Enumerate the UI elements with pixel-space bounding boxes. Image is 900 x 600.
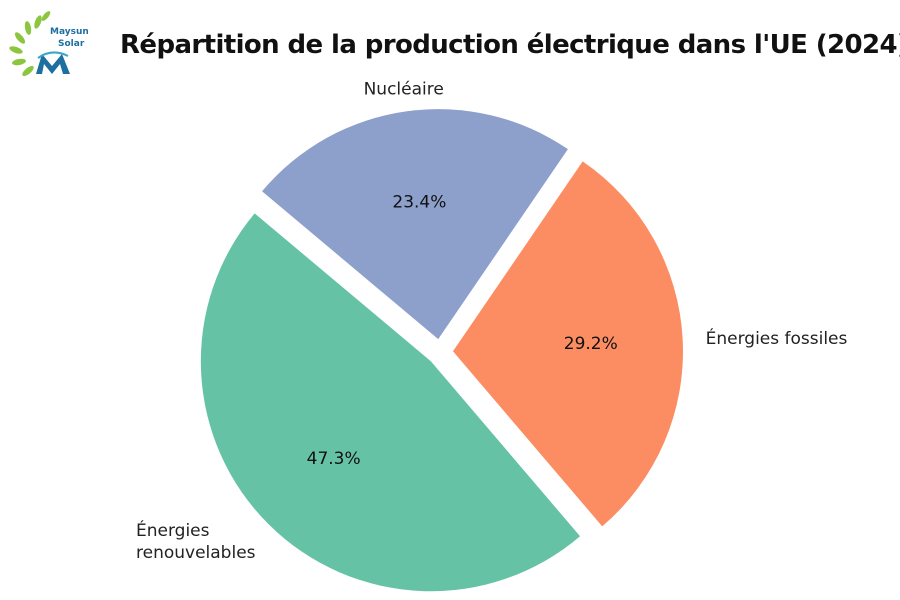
maysun-solar-logo: Maysun Solar <box>9 11 88 77</box>
logo-leaves-icon <box>9 11 51 77</box>
slice-fossil <box>452 161 683 527</box>
slice-nuclear-category-label: Nucléaire <box>364 79 444 99</box>
logo-text-line-2: Solar <box>58 39 85 49</box>
slice-fossil-category-label: Énergies fossiles <box>706 327 848 349</box>
slice-renewables-percent-label: 47.3% <box>307 449 361 469</box>
pie-labels: 47.3% Énergies renouvelables 29.2% Énergies … <box>136 79 848 562</box>
logo-m-icon <box>36 51 70 74</box>
pie-slices <box>200 109 683 592</box>
chart-title: Répartition de la production électrique … <box>120 30 900 60</box>
slice-fossil-percent-label: 29.2% <box>564 334 618 354</box>
slice-renewables <box>200 213 581 592</box>
slice-nuclear <box>262 109 568 340</box>
slice-nuclear-percent-label: 23.4% <box>392 192 446 212</box>
slice-renewables-category-label: Énergies renouvelables <box>136 519 256 563</box>
logo-text-line-1: Maysun <box>50 27 88 37</box>
